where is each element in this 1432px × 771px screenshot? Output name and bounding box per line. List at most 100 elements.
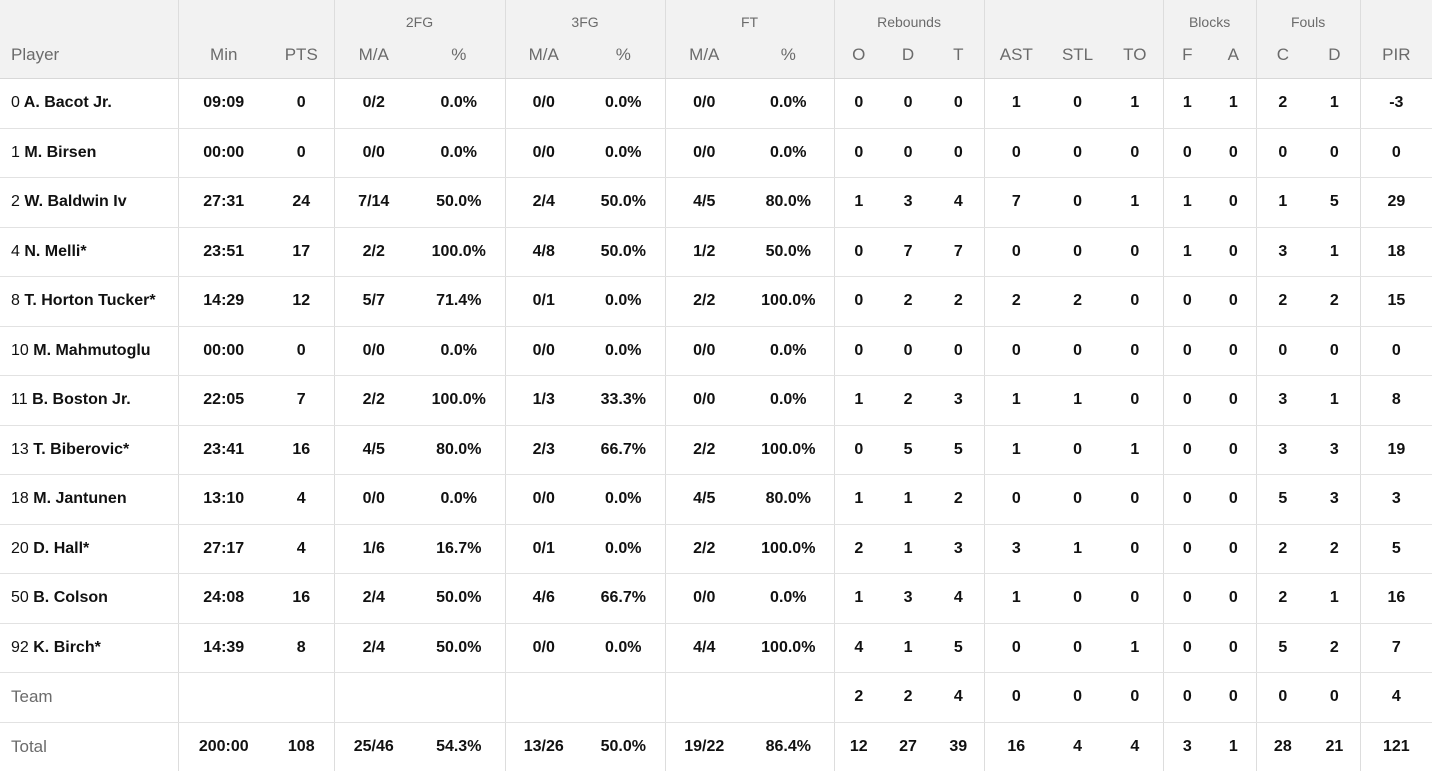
player-cell[interactable]: 11 B. Boston Jr.: [0, 376, 178, 426]
col-header-foul-d[interactable]: D: [1309, 31, 1360, 79]
stat-blk-a: 0: [1211, 277, 1256, 327]
col-header-reb-o[interactable]: O: [834, 31, 883, 79]
stat-to: 1: [1107, 79, 1163, 129]
col-header-pts[interactable]: PTS: [269, 31, 334, 79]
group-rebounds-header: Rebounds: [834, 0, 984, 31]
stat-blk-a: 0: [1211, 128, 1256, 178]
col-header-to[interactable]: TO: [1107, 31, 1163, 79]
stat-pir: 18: [1360, 227, 1432, 277]
player-name[interactable]: B. Colson: [33, 589, 108, 606]
player-name[interactable]: B. Boston Jr.: [32, 391, 131, 408]
stat-2fg-pct: 0.0%: [413, 79, 505, 129]
col-header-pir[interactable]: PIR: [1360, 31, 1432, 79]
player-cell[interactable]: 2 W. Baldwin Iv: [0, 178, 178, 228]
player-name[interactable]: T. Biberovic*: [33, 441, 129, 458]
stat-blk-f: 0: [1163, 524, 1211, 574]
stat-2fg-pct: 50.0%: [413, 623, 505, 673]
player-name[interactable]: D. Hall*: [33, 540, 89, 557]
group-fouls-header: Fouls: [1256, 0, 1360, 31]
stat-reb-o: 0: [834, 326, 883, 376]
player-name[interactable]: A. Bacot Jr.: [24, 94, 112, 111]
stat-min: 23:41: [178, 425, 269, 475]
col-header-ast[interactable]: AST: [984, 31, 1048, 79]
stat-stl: 1: [1048, 524, 1107, 574]
stat-3fg-ma: 0/0: [505, 128, 582, 178]
col-header-min[interactable]: Min: [178, 31, 269, 79]
stat-3fg-ma: 0/1: [505, 524, 582, 574]
player-name[interactable]: K. Birch*: [33, 639, 101, 656]
stat-ft-pct: 100.0%: [743, 524, 834, 574]
stat-reb-t: 3: [933, 376, 984, 426]
stat-reb-o: 1: [834, 475, 883, 525]
player-name[interactable]: M. Birsen: [24, 144, 96, 161]
stat-foul-c: 0: [1256, 673, 1309, 723]
col-header-ft-pct[interactable]: %: [743, 31, 834, 79]
stat-stl: 0: [1048, 227, 1107, 277]
group-empty-pir: [1360, 0, 1432, 31]
player-cell[interactable]: 20 D. Hall*: [0, 524, 178, 574]
stat-3fg-pct: 0.0%: [582, 623, 665, 673]
stat-blk-f: 0: [1163, 326, 1211, 376]
stat-foul-d: 2: [1309, 277, 1360, 327]
player-name[interactable]: M. Jantunen: [33, 490, 126, 507]
col-header-2fg-pct[interactable]: %: [413, 31, 505, 79]
col-header-reb-t[interactable]: T: [933, 31, 984, 79]
player-cell[interactable]: 4 N. Melli*: [0, 227, 178, 277]
stat-min: 27:31: [178, 178, 269, 228]
player-cell[interactable]: 13 T. Biberovic*: [0, 425, 178, 475]
col-header-blk-f[interactable]: F: [1163, 31, 1211, 79]
stat-reb-t: 0: [933, 128, 984, 178]
stat-to: 0: [1107, 574, 1163, 624]
player-name[interactable]: W. Baldwin Iv: [24, 193, 126, 210]
stat-2fg-pct: 100.0%: [413, 376, 505, 426]
col-header-2fg-ma[interactable]: M/A: [334, 31, 413, 79]
col-header-3fg-pct[interactable]: %: [582, 31, 665, 79]
stat-reb-o: 4: [834, 623, 883, 673]
player-cell[interactable]: 8 T. Horton Tucker*: [0, 277, 178, 327]
stat-3fg-pct: 0.0%: [582, 277, 665, 327]
player-number: 11: [11, 391, 28, 408]
col-header-ft-ma[interactable]: M/A: [665, 31, 743, 79]
player-name[interactable]: M. Mahmutoglu: [33, 342, 150, 359]
stat-2fg-ma: 2/2: [334, 376, 413, 426]
stat-foul-c: 0: [1256, 128, 1309, 178]
player-number: 4: [11, 243, 20, 260]
col-header-player[interactable]: Player: [0, 31, 178, 79]
stat-3fg-pct: 50.0%: [582, 227, 665, 277]
player-cell[interactable]: 18 M. Jantunen: [0, 475, 178, 525]
stat-foul-d: 1: [1309, 574, 1360, 624]
stat-foul-d: 2: [1309, 623, 1360, 673]
col-header-stl[interactable]: STL: [1048, 31, 1107, 79]
stat-ft-ma: 0/0: [665, 128, 743, 178]
player-name[interactable]: N. Melli*: [24, 243, 86, 260]
stat-pir: -3: [1360, 79, 1432, 129]
player-cell[interactable]: 1 M. Birsen: [0, 128, 178, 178]
stat-stl: 0: [1048, 623, 1107, 673]
col-header-reb-d[interactable]: D: [883, 31, 933, 79]
player-cell[interactable]: 50 B. Colson: [0, 574, 178, 624]
player-cell[interactable]: 0 A. Bacot Jr.: [0, 79, 178, 129]
column-group-row: 2FG 3FG FT Rebounds Blocks Fouls: [0, 0, 1432, 31]
col-header-foul-c[interactable]: C: [1256, 31, 1309, 79]
stat-pir: 15: [1360, 277, 1432, 327]
stat-to: 1: [1107, 425, 1163, 475]
col-header-blk-a[interactable]: A: [1211, 31, 1256, 79]
stat-pir: 8: [1360, 376, 1432, 426]
player-name[interactable]: T. Horton Tucker*: [24, 292, 155, 309]
stat-ft-ma: 2/2: [665, 277, 743, 327]
col-header-3fg-ma[interactable]: M/A: [505, 31, 582, 79]
player-cell[interactable]: 10 M. Mahmutoglu: [0, 326, 178, 376]
player-cell[interactable]: 92 K. Birch*: [0, 623, 178, 673]
